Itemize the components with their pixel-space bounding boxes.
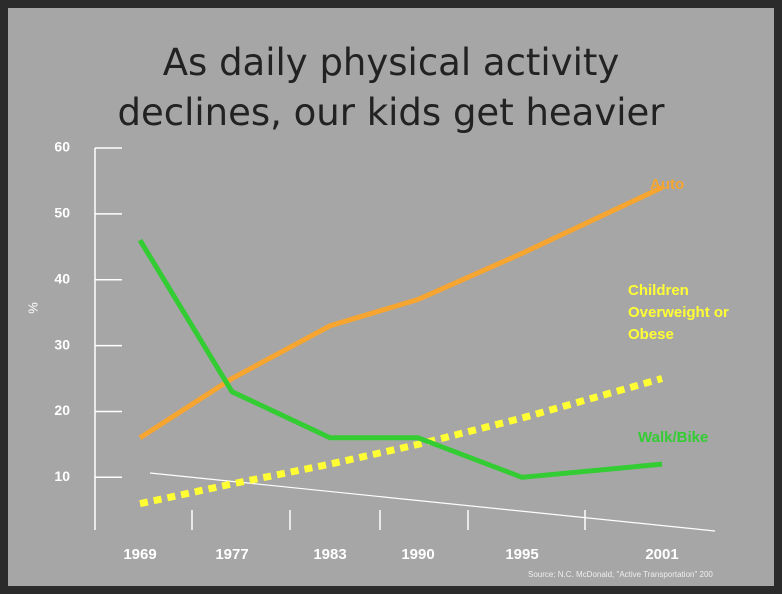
x-tick-label: 1983 xyxy=(313,546,346,563)
baseline-decor xyxy=(149,472,716,532)
x-ticks xyxy=(191,510,586,530)
x-tick-label: 1995 xyxy=(505,546,538,563)
series-line xyxy=(137,238,663,480)
x-tick-label: 1977 xyxy=(215,546,248,563)
series-line xyxy=(139,375,663,508)
y-tick-label: 30 xyxy=(54,336,70,352)
series-label: Walk/Bike xyxy=(638,429,709,446)
series-label: Children Overweight or Obese xyxy=(628,282,729,343)
y-tick-label: 50 xyxy=(54,205,70,221)
slide: % 10 20 30 40 50 60 1969 1977 1983 1990 1995 2001 A… xyxy=(8,8,774,586)
source: Source: N.C. McDonald, "Active Transport… xyxy=(528,570,713,579)
chart: % 10 20 30 40 50 60 1969 1977 1983 1990 1995 2001 xyxy=(25,139,716,563)
series-line xyxy=(138,185,664,440)
x-tick-label: 2001 xyxy=(645,546,678,563)
title: As daily physical activity declines, our… xyxy=(117,41,665,134)
x-tick-label: 1990 xyxy=(401,546,434,563)
y-axis-label: % xyxy=(25,302,40,314)
y-tick-label: 20 xyxy=(54,402,70,418)
x-tick-label: 1969 xyxy=(123,546,156,563)
y-tick-label: 10 xyxy=(54,468,70,484)
y-tick-label: 60 xyxy=(54,139,70,155)
series-label: Auto xyxy=(650,176,685,193)
y-tick-label: 40 xyxy=(54,270,70,286)
